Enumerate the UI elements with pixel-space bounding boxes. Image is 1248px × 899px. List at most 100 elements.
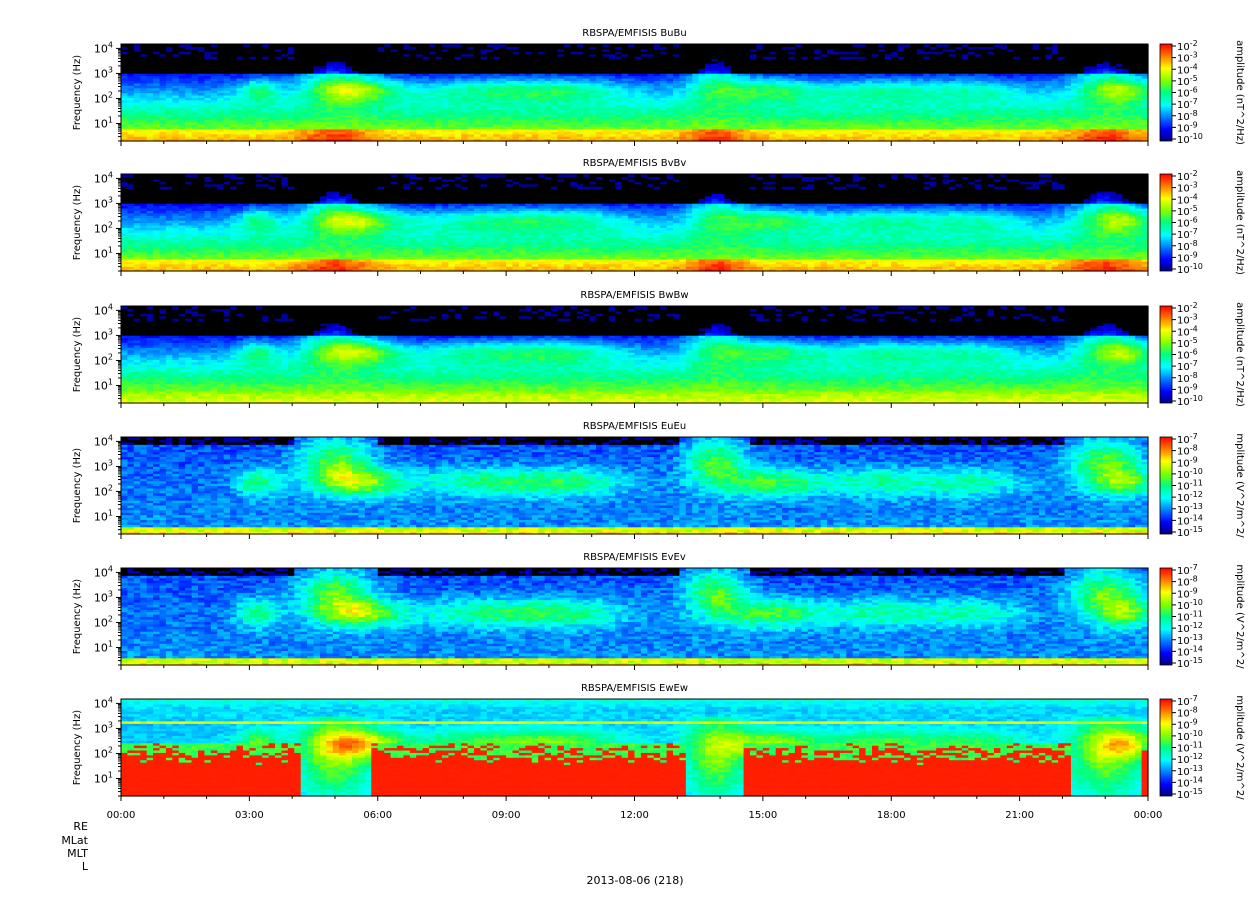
heatmap-cell [287, 56, 295, 60]
heatmap-cell [255, 75, 263, 79]
heatmap-cell [326, 119, 334, 123]
heatmap-cell [223, 51, 231, 55]
heatmap-cell [268, 124, 276, 128]
heatmap-cell [448, 90, 456, 94]
heatmap-cell [332, 111, 340, 115]
heatmap-cell [435, 77, 443, 81]
heatmap-cell [146, 104, 154, 108]
heatmap-cell [294, 87, 302, 91]
heatmap-cell [435, 119, 443, 123]
heatmap-cell [121, 70, 129, 74]
heatmap-cell [461, 87, 469, 91]
heatmap-cell [371, 48, 379, 52]
heatmap-cell [191, 60, 199, 64]
heatmap-cell [377, 73, 385, 77]
heatmap-cell [178, 53, 186, 57]
heatmap-cell [461, 131, 469, 135]
heatmap-cell [326, 136, 334, 140]
heatmap-cell [377, 53, 385, 57]
heatmap-cell [210, 104, 218, 108]
heatmap-cell [480, 80, 488, 84]
heatmap-cell [300, 102, 308, 106]
heatmap-cell [332, 85, 340, 89]
heatmap-cell [384, 136, 392, 140]
heatmap-cell [262, 87, 270, 91]
heatmap-cell [441, 102, 449, 106]
heatmap-cell [474, 138, 482, 142]
heatmap-cell [217, 70, 225, 74]
heatmap-cell [371, 109, 379, 113]
heatmap-cell [467, 92, 475, 96]
heatmap-cell [493, 92, 501, 96]
heatmap-cell [294, 75, 302, 79]
heatmap-cell [358, 116, 366, 120]
heatmap-cell [178, 121, 186, 125]
heatmap-cell [364, 104, 372, 108]
heatmap-cell [454, 77, 462, 81]
heatmap-cell [416, 121, 424, 125]
heatmap-cell [268, 68, 276, 72]
heatmap-cell [133, 85, 141, 89]
heatmap-cell [146, 114, 154, 118]
heatmap-cell [480, 44, 488, 48]
heatmap-cell [287, 94, 295, 98]
heatmap-cell [198, 68, 206, 72]
heatmap-cell [390, 114, 398, 118]
heatmap-cell [191, 94, 199, 98]
heatmap-cell [165, 68, 173, 72]
heatmap-cell [133, 82, 141, 86]
heatmap-cell [422, 124, 430, 128]
heatmap-cell [313, 70, 321, 74]
heatmap-cell [403, 131, 411, 135]
heatmap-cell [422, 48, 430, 52]
heatmap-cell [191, 131, 199, 135]
heatmap-cell [255, 82, 263, 86]
heatmap-cell [454, 56, 462, 60]
heatmap-cell [474, 82, 482, 86]
heatmap-cell [461, 97, 469, 101]
heatmap-cell [467, 70, 475, 74]
heatmap-cell [319, 124, 327, 128]
heatmap-cell [486, 92, 494, 96]
heatmap-cell [364, 77, 372, 81]
heatmap-cell [429, 92, 437, 96]
heatmap-cell [121, 65, 129, 69]
heatmap-cell [210, 68, 218, 72]
heatmap-cell [384, 107, 392, 111]
heatmap-cell [281, 124, 289, 128]
heatmap-cell [223, 92, 231, 96]
heatmap-cell [416, 65, 424, 69]
heatmap-cell [493, 63, 501, 67]
heatmap-cell [409, 138, 417, 142]
heatmap-cell [217, 44, 225, 48]
heatmap-cell [281, 104, 289, 108]
heatmap-cell [262, 133, 270, 137]
heatmap-cell [172, 97, 180, 101]
heatmap-cell [358, 44, 366, 48]
heatmap-cell [371, 90, 379, 94]
heatmap-cell [358, 85, 366, 89]
heatmap-cell [307, 104, 315, 108]
heatmap-cell [230, 51, 238, 55]
heatmap-cell [223, 104, 231, 108]
heatmap-cell [467, 65, 475, 69]
heatmap-cell [249, 58, 257, 62]
heatmap-cell [275, 82, 283, 86]
heatmap-cell [210, 114, 218, 118]
heatmap-cell [178, 133, 186, 137]
heatmap-cell [397, 90, 405, 94]
heatmap-cell [448, 73, 456, 77]
heatmap-cell [249, 104, 257, 108]
heatmap-cell [268, 87, 276, 91]
heatmap-cell [198, 99, 206, 103]
heatmap-cell [275, 107, 283, 111]
heatmap-cell [178, 77, 186, 81]
heatmap-cell [345, 92, 353, 96]
heatmap-cell [159, 138, 167, 142]
heatmap-cell [146, 126, 154, 130]
heatmap-cell [236, 128, 244, 132]
heatmap-cell [384, 73, 392, 77]
heatmap-cell [339, 99, 347, 103]
heatmap-cell [121, 102, 129, 106]
